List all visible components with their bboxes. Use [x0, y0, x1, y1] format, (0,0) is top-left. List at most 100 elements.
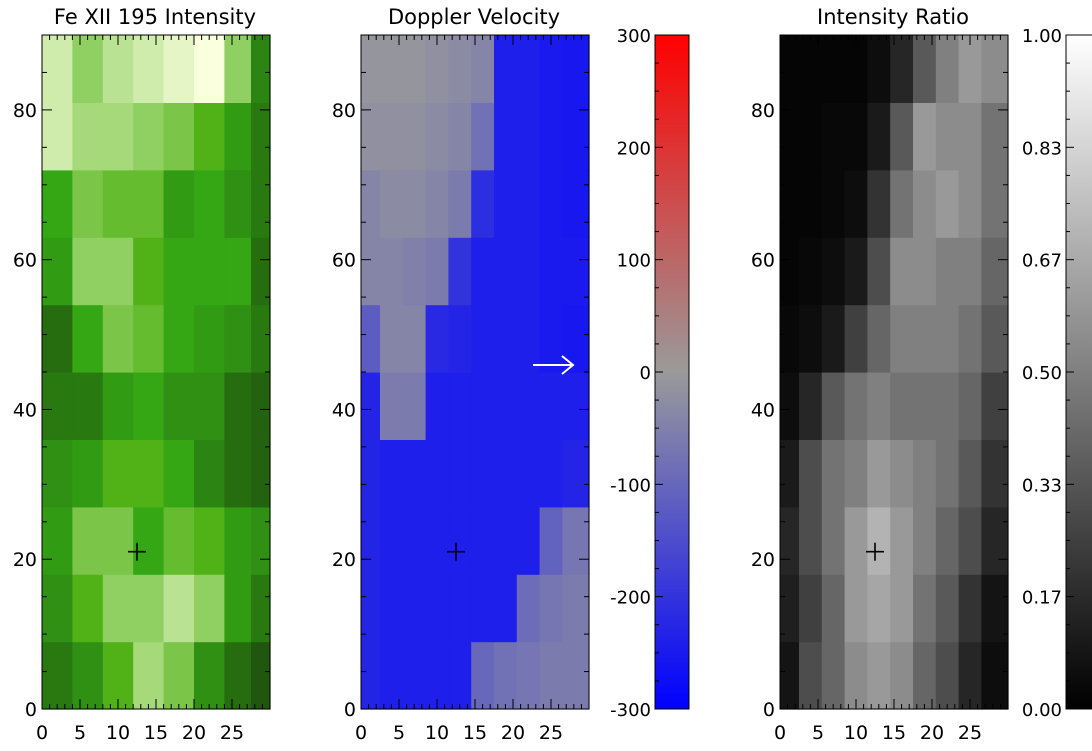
colorbar-tick-label: 0.50: [1022, 363, 1062, 384]
heatmap-cell: [471, 506, 495, 575]
heatmap-cell: [821, 304, 846, 373]
heatmap-cell: [471, 641, 495, 710]
heatmap-cell: [42, 641, 73, 710]
heatmap-cell: [102, 641, 134, 710]
heatmap-cell: [981, 506, 1009, 575]
heatmap-cell: [72, 237, 104, 306]
heatmap-cell: [867, 237, 891, 306]
heatmap-cell: [425, 439, 449, 508]
heatmap-cell: [890, 304, 914, 373]
heatmap-cell: [42, 574, 73, 643]
heatmap-cell: [844, 35, 868, 103]
x-tick-label: 10: [425, 722, 449, 744]
heatmap-cell: [562, 372, 590, 440]
heatmap-cell: [402, 439, 427, 508]
heatmap-cell: [539, 102, 563, 171]
heatmap-cell: [194, 641, 225, 710]
heatmap-cell: [935, 641, 960, 710]
heatmap-cell: [562, 506, 590, 575]
heatmap-cell: [981, 439, 1009, 508]
doppler-panel: Doppler Velocity 0 5 10 15 20 25 0 20 40 60 80: [332, 5, 590, 744]
heatmap-cell: [516, 641, 541, 710]
heatmap-cell: [958, 102, 982, 171]
heatmap-cell: [224, 169, 252, 238]
heatmap-cell: [935, 304, 960, 373]
heatmap-cell: [780, 439, 800, 508]
colorbar-tick-label: 0.33: [1022, 475, 1062, 496]
heatmap-cell: [163, 102, 195, 171]
y-tick-label: 80: [13, 100, 37, 122]
heatmap-cell: [844, 574, 868, 643]
heatmap-cell: [133, 237, 165, 306]
heatmap-cell: [913, 439, 937, 508]
heatmap-cell: [867, 372, 891, 440]
heatmap-cell: [402, 304, 427, 373]
y-tick-label: 60: [751, 250, 775, 272]
heatmap-cell: [494, 641, 518, 710]
heatmap-cell: [448, 169, 472, 238]
ratio-colorbar: 1.00 0.83 0.67 0.50 0.33 0.17 0.00: [1022, 26, 1092, 721]
heatmap-cell: [821, 574, 846, 643]
heatmap-cell: [867, 641, 891, 710]
heatmap-cell: [516, 102, 541, 171]
heatmap-cell: [935, 372, 960, 440]
x-tick-label: 15: [144, 722, 168, 744]
heatmap-cell: [539, 237, 563, 306]
heatmap-cell: [780, 304, 800, 373]
y-tick-label: 60: [332, 250, 356, 272]
heatmap-cell: [361, 237, 381, 306]
heatmap-cell: [981, 372, 1009, 440]
heatmap-cell: [194, 237, 225, 306]
x-tick-label: 0: [774, 722, 786, 744]
heatmap-cell: [539, 169, 563, 238]
heatmap-cell: [516, 35, 541, 103]
heatmap-cell: [799, 169, 823, 238]
heatmap-cell: [913, 102, 937, 171]
heatmap-cell: [402, 641, 427, 710]
heatmap-cell: [380, 237, 404, 306]
colorbar-tick-label: -100: [610, 475, 651, 496]
heatmap-cell: [562, 35, 590, 103]
heatmap-cells: [42, 35, 271, 710]
heatmap-cell: [361, 574, 381, 643]
heatmap-cell: [102, 102, 134, 171]
heatmap-cell: [799, 439, 823, 508]
heatmap-cell: [913, 506, 937, 575]
heatmap-cell: [981, 574, 1009, 643]
heatmap-cell: [516, 237, 541, 306]
heatmap-cell: [448, 641, 472, 710]
heatmap-cell: [224, 102, 252, 171]
heatmap-cell: [913, 641, 937, 710]
heatmap-cell: [72, 304, 104, 373]
x-tick-label: 20: [182, 722, 206, 744]
heatmap-cell: [42, 237, 73, 306]
x-tick-label: 25: [220, 722, 244, 744]
heatmap-cell: [163, 372, 195, 440]
heatmap-cell: [133, 169, 165, 238]
heatmap-cell: [981, 237, 1009, 306]
heatmap-cell: [494, 237, 518, 306]
heatmap-cell: [780, 169, 800, 238]
y-tick-label: 40: [13, 399, 37, 421]
heatmap-cell: [958, 237, 982, 306]
heatmap-cell: [251, 35, 271, 103]
heatmap-cell: [516, 439, 541, 508]
heatmap-cell: [72, 169, 104, 238]
doppler-colorbar: 300 200 100 0 -100 -200 -300: [610, 26, 690, 721]
heatmap-cells: [361, 35, 590, 710]
heatmap-cell: [562, 574, 590, 643]
heatmap-cell: [799, 574, 823, 643]
x-tick-label: 20: [920, 722, 944, 744]
marker-plus: [866, 542, 884, 561]
x-tick-label: 15: [882, 722, 906, 744]
heatmap-cell: [102, 439, 134, 508]
heatmap-cell: [844, 372, 868, 440]
heatmap-cell: [890, 641, 914, 710]
colorbar-ticks: 300 200 100 0 -100 -200 -300: [610, 26, 663, 721]
heatmap-cell: [562, 439, 590, 508]
heatmap-cell: [194, 35, 225, 103]
heatmap-cell: [72, 372, 104, 440]
heatmap-cell: [539, 574, 563, 643]
heatmap-cell: [133, 35, 165, 103]
heatmap-cell: [361, 506, 381, 575]
